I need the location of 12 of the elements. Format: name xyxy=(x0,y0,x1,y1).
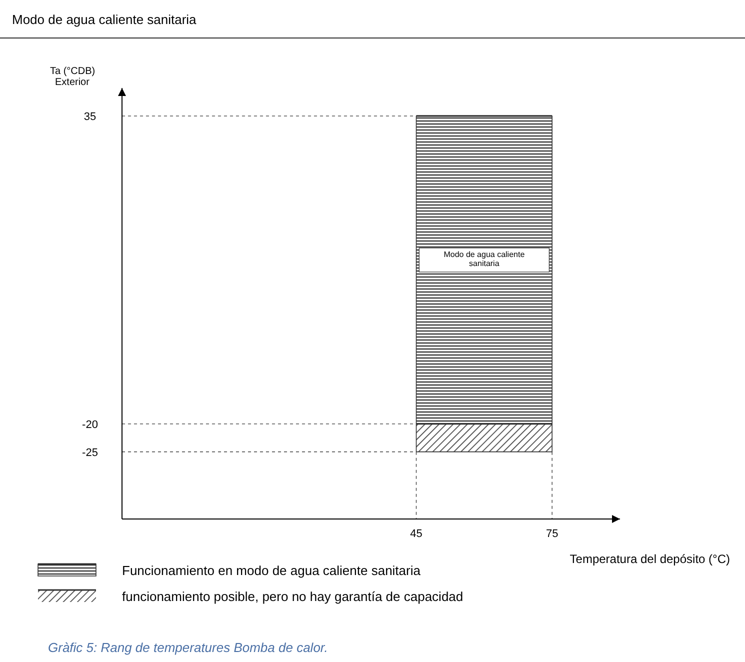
annotation: Modo de agua caliente sanitaria xyxy=(444,250,526,268)
legend-label: Funcionamiento en modo de agua caliente sanitaria xyxy=(122,563,422,578)
text: Gràfic 5: Rang de temperatures Bomba de calor. xyxy=(48,640,328,655)
chart-title: Modo de agua caliente sanitaria xyxy=(12,12,198,27)
x-tick-label: 75 xyxy=(546,528,558,540)
x-tick-label: 45 xyxy=(410,528,422,540)
y-tick-label: 35 xyxy=(84,110,96,123)
y-tick-label: -25 xyxy=(82,446,98,459)
y-axis-title: Ta (°CDB) Exterior xyxy=(50,66,96,88)
x-axis-title: Temperatura del depósito (°C) xyxy=(570,552,730,566)
legend-label: funcionamiento posible, pero no hay garantía de capacidad xyxy=(122,589,464,604)
y-tick-label: -20 xyxy=(82,418,98,431)
